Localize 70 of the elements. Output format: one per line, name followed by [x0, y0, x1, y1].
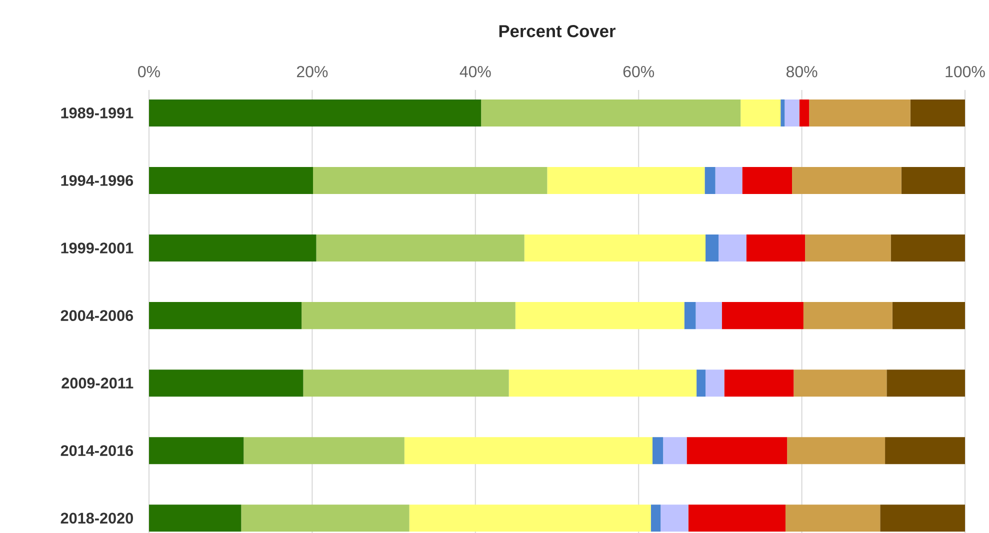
bar	[792, 166, 902, 194]
bar	[688, 504, 786, 532]
y-tick-label: 2009-2011	[62, 378, 134, 389]
bar	[780, 99, 785, 126]
bar	[149, 99, 482, 126]
x-tick-label: 0%	[138, 66, 160, 78]
bar	[799, 99, 810, 126]
y-tick-label: 2004-2006	[60, 310, 134, 321]
bar	[785, 504, 880, 532]
bar	[696, 302, 722, 330]
y-tick-label: 1994-1996	[61, 175, 134, 186]
bar	[901, 166, 966, 194]
bar	[684, 302, 696, 330]
bar	[244, 437, 404, 464]
bar	[715, 166, 742, 194]
bar	[663, 437, 687, 464]
bar	[302, 302, 516, 330]
bar	[652, 437, 664, 464]
y-tick-label: 1989-1991	[61, 108, 134, 118]
x-tick-label: 60%	[623, 66, 654, 78]
bar	[696, 370, 706, 397]
bar	[880, 504, 966, 532]
bar	[890, 234, 966, 262]
bar	[885, 437, 966, 464]
bar	[706, 234, 719, 262]
bar	[515, 302, 684, 330]
bar	[524, 234, 706, 262]
bar	[746, 234, 806, 262]
bar	[704, 166, 716, 194]
x-tick-label: 40%	[460, 66, 491, 78]
bar	[892, 302, 966, 330]
bar	[149, 504, 242, 532]
bar	[404, 437, 652, 464]
bar	[660, 504, 688, 532]
x-tick-label: 20%	[296, 66, 328, 78]
bar	[886, 370, 966, 397]
bar	[805, 234, 891, 262]
bar	[740, 99, 781, 126]
y-tick-label: 1999-2001	[61, 242, 134, 254]
bar	[722, 302, 804, 330]
bar	[316, 234, 524, 262]
bar	[794, 370, 887, 397]
bar	[508, 370, 697, 397]
bar	[803, 302, 892, 330]
bar	[910, 99, 966, 126]
bar	[149, 234, 316, 262]
bar	[787, 437, 886, 464]
x-tick-label: 80%	[786, 66, 818, 78]
bar	[686, 437, 788, 464]
bar	[547, 166, 705, 194]
bar	[809, 99, 910, 126]
bar	[149, 437, 244, 464]
bar	[481, 99, 741, 126]
bar	[241, 504, 410, 532]
bar	[650, 504, 661, 532]
chart-title: Percent Cover	[499, 25, 616, 38]
x-tick-label: 100%	[946, 66, 985, 78]
bar	[409, 504, 651, 532]
bar	[313, 166, 548, 194]
bar	[706, 370, 724, 397]
bar	[303, 370, 509, 397]
bar	[718, 234, 746, 262]
bar	[742, 166, 792, 194]
bar	[149, 166, 314, 194]
y-tick-label: 2014-2016	[60, 445, 134, 456]
bar	[724, 370, 794, 397]
bar	[149, 370, 304, 397]
bar	[784, 99, 800, 126]
bar	[149, 302, 302, 330]
y-tick-label: 2018-2020	[60, 512, 133, 524]
